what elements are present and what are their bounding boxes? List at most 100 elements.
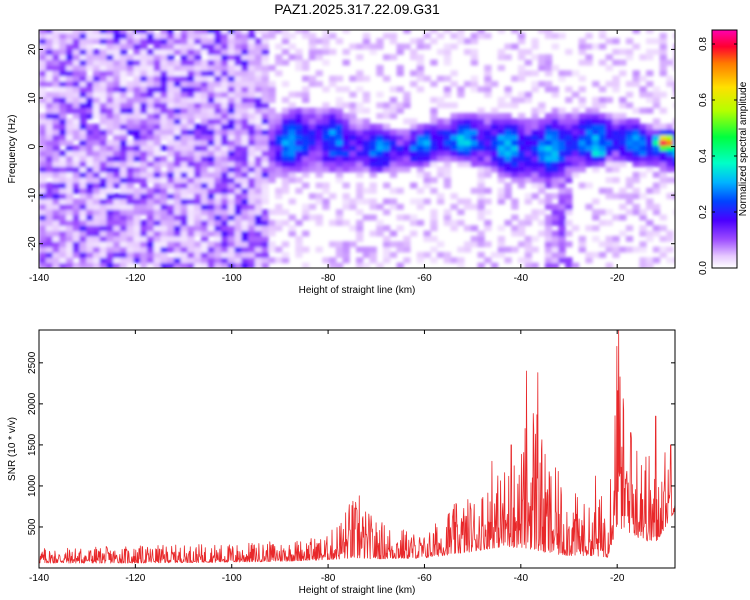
heatmap-cell — [221, 150, 229, 157]
heatmap-cell — [261, 187, 269, 194]
heatmap-cell — [396, 129, 404, 136]
heatmap-cell — [86, 91, 94, 98]
heatmap-cell — [126, 177, 135, 184]
heatmap-cell — [167, 150, 175, 157]
heatmap-cell — [106, 97, 114, 103]
heatmap-cell — [632, 145, 640, 152]
heatmap-cell — [504, 219, 512, 226]
heatmap-cell — [632, 177, 640, 184]
heatmap-cell — [484, 129, 492, 136]
heatmap-cell — [160, 155, 168, 162]
heatmap-cell — [490, 145, 499, 152]
heatmap-cell — [517, 129, 526, 136]
heatmap-cell — [113, 43, 121, 50]
y-tick-label: 10 — [27, 92, 38, 104]
heatmap-cell — [652, 97, 661, 103]
heatmap-cell — [241, 241, 249, 248]
heatmap-cell — [200, 203, 209, 210]
heatmap-cell — [335, 166, 344, 173]
heatmap-cell — [173, 214, 182, 221]
heatmap-cell — [288, 155, 296, 162]
heatmap-cell — [544, 198, 553, 205]
heatmap-cell — [126, 187, 135, 194]
heatmap-cell — [673, 91, 675, 98]
heatmap-cell — [436, 145, 445, 152]
heatmap-cell — [410, 219, 418, 226]
heatmap-cell — [254, 155, 263, 162]
heatmap-cell — [666, 139, 674, 146]
heatmap-cell — [268, 113, 276, 119]
heatmap-cell — [194, 214, 202, 221]
heatmap-cell — [497, 241, 506, 248]
heatmap-cell — [288, 107, 296, 114]
heatmap-cell — [463, 246, 472, 253]
heatmap-cell — [119, 38, 128, 45]
heatmap-cell — [430, 161, 438, 168]
heatmap-cell — [119, 139, 128, 146]
heatmap-cell — [308, 129, 317, 136]
heatmap-cell — [39, 139, 47, 146]
heatmap-cell — [207, 129, 215, 136]
heatmap-cell — [612, 166, 620, 173]
heatmap-cell — [126, 171, 135, 178]
heatmap-cell — [484, 171, 492, 178]
heatmap-cell — [59, 118, 67, 125]
heatmap-cell — [92, 145, 101, 152]
heatmap-cell — [484, 161, 492, 168]
heatmap-cell — [106, 251, 114, 258]
heatmap-cell — [578, 246, 586, 253]
heatmap-cell — [180, 70, 188, 77]
heatmap-cell — [173, 139, 182, 146]
heatmap-cell — [423, 198, 431, 205]
heatmap-cell — [517, 161, 526, 168]
heatmap-cell — [180, 91, 188, 98]
heatmap-cell — [234, 123, 242, 130]
heatmap-cell — [356, 257, 364, 264]
heatmap-cell — [52, 225, 60, 232]
heatmap-cell — [511, 118, 519, 125]
heatmap-cell — [39, 59, 47, 66]
heatmap-cell — [639, 209, 647, 216]
heatmap-cell — [511, 225, 519, 232]
heatmap-cell — [65, 161, 74, 168]
heatmap-cell — [79, 30, 87, 34]
heatmap-cell — [497, 113, 506, 119]
heatmap-cell — [248, 235, 256, 242]
heatmap-cell — [484, 32, 492, 39]
heatmap-cell — [443, 166, 452, 173]
heatmap-cell — [268, 161, 276, 168]
heatmap-cell — [59, 81, 67, 87]
heatmap-cell — [65, 43, 74, 50]
heatmap-cell — [207, 43, 215, 50]
heatmap-cell — [106, 187, 114, 194]
heatmap-cell — [173, 246, 182, 253]
heatmap-cell — [194, 155, 202, 162]
heatmap-cell — [173, 107, 182, 114]
heatmap-cell — [45, 166, 54, 173]
heatmap-cell — [335, 161, 344, 168]
heatmap-cell — [254, 219, 263, 226]
heatmap-cell — [302, 75, 310, 82]
heatmap-cell — [511, 75, 519, 82]
heatmap-cell — [126, 150, 135, 157]
heatmap-cell — [497, 225, 506, 232]
heatmap-cell — [544, 203, 553, 210]
heatmap-cell — [470, 32, 479, 39]
heatmap-cell — [59, 182, 67, 189]
heatmap-cell — [234, 262, 242, 268]
heatmap-cell — [517, 230, 526, 237]
heatmap-cell — [194, 262, 202, 268]
heatmap-cell — [389, 203, 398, 210]
heatmap-cell — [558, 155, 566, 162]
heatmap-cell — [214, 129, 222, 136]
heatmap-cell — [335, 113, 344, 119]
heatmap-cell — [200, 155, 209, 162]
heatmap-cell — [558, 166, 566, 173]
heatmap-cell — [288, 225, 296, 232]
heatmap-cell — [329, 155, 337, 162]
heatmap-cell — [281, 38, 290, 45]
heatmap-cell — [234, 230, 242, 237]
heatmap-cell — [376, 134, 384, 141]
heatmap-cell — [578, 102, 586, 109]
heatmap-cell — [477, 161, 485, 168]
